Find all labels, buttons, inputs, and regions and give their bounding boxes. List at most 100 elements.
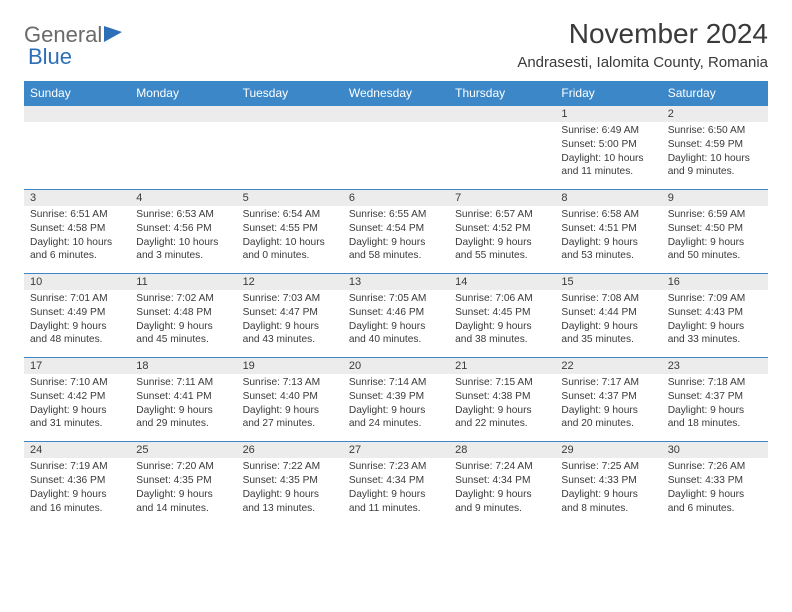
day-detail-cell: Sunrise: 7:20 AMSunset: 4:35 PMDaylight:… — [130, 458, 236, 525]
sunset-text: Sunset: 4:47 PM — [243, 306, 337, 320]
day-number-row: 12 — [24, 106, 768, 123]
sunrise-text: Sunrise: 7:05 AM — [349, 292, 443, 306]
sunrise-text: Sunrise: 6:59 AM — [668, 208, 762, 222]
sunrise-text: Sunrise: 7:06 AM — [455, 292, 549, 306]
daylight-text-2: and 38 minutes. — [455, 333, 549, 347]
day-number-cell — [24, 106, 130, 123]
day-detail-cell — [130, 122, 236, 190]
day-number-cell — [130, 106, 236, 123]
sunset-text: Sunset: 4:50 PM — [668, 222, 762, 236]
daylight-text: Daylight: 10 hours — [243, 236, 337, 250]
day-detail-cell: Sunrise: 6:59 AMSunset: 4:50 PMDaylight:… — [662, 206, 768, 274]
sunset-text: Sunset: 4:55 PM — [243, 222, 337, 236]
daylight-text-2: and 9 minutes. — [455, 502, 549, 516]
sunset-text: Sunset: 4:48 PM — [136, 306, 230, 320]
daylight-text-2: and 16 minutes. — [30, 502, 124, 516]
day-detail-cell: Sunrise: 7:24 AMSunset: 4:34 PMDaylight:… — [449, 458, 555, 525]
daylight-text: Daylight: 9 hours — [668, 320, 762, 334]
sunset-text: Sunset: 4:56 PM — [136, 222, 230, 236]
daylight-text-2: and 11 minutes. — [349, 502, 443, 516]
day-detail-cell: Sunrise: 7:05 AMSunset: 4:46 PMDaylight:… — [343, 290, 449, 358]
daylight-text-2: and 0 minutes. — [243, 249, 337, 263]
day-number-cell: 6 — [343, 190, 449, 207]
daylight-text: Daylight: 9 hours — [561, 488, 655, 502]
sunset-text: Sunset: 4:49 PM — [30, 306, 124, 320]
day-detail-cell: Sunrise: 7:19 AMSunset: 4:36 PMDaylight:… — [24, 458, 130, 525]
day-detail-cell: Sunrise: 6:53 AMSunset: 4:56 PMDaylight:… — [130, 206, 236, 274]
daylight-text: Daylight: 9 hours — [561, 320, 655, 334]
calendar-head: Sunday Monday Tuesday Wednesday Thursday… — [24, 81, 768, 106]
day-detail-cell: Sunrise: 6:57 AMSunset: 4:52 PMDaylight:… — [449, 206, 555, 274]
daylight-text-2: and 50 minutes. — [668, 249, 762, 263]
day-number-cell — [237, 106, 343, 123]
sunrise-text: Sunrise: 6:53 AM — [136, 208, 230, 222]
day-detail-cell: Sunrise: 7:17 AMSunset: 4:37 PMDaylight:… — [555, 374, 661, 442]
day-number-cell: 26 — [237, 442, 343, 459]
location-text: Andrasesti, Ialomita County, Romania — [517, 54, 768, 71]
day-number-cell: 30 — [662, 442, 768, 459]
daylight-text-2: and 8 minutes. — [561, 502, 655, 516]
sunset-text: Sunset: 4:40 PM — [243, 390, 337, 404]
sunrise-text: Sunrise: 6:57 AM — [455, 208, 549, 222]
daylight-text-2: and 22 minutes. — [455, 417, 549, 431]
day-number-cell: 12 — [237, 274, 343, 291]
day-detail-cell: Sunrise: 7:02 AMSunset: 4:48 PMDaylight:… — [130, 290, 236, 358]
day-detail-cell: Sunrise: 6:49 AMSunset: 5:00 PMDaylight:… — [555, 122, 661, 190]
daylight-text: Daylight: 9 hours — [136, 404, 230, 418]
day-number-cell: 2 — [662, 106, 768, 123]
day-number-cell: 21 — [449, 358, 555, 375]
sunset-text: Sunset: 4:39 PM — [349, 390, 443, 404]
day-detail-cell: Sunrise: 7:25 AMSunset: 4:33 PMDaylight:… — [555, 458, 661, 525]
day-number-cell: 14 — [449, 274, 555, 291]
day-number-cell: 19 — [237, 358, 343, 375]
daylight-text-2: and 6 minutes. — [668, 502, 762, 516]
sunrise-text: Sunrise: 6:55 AM — [349, 208, 443, 222]
daylight-text-2: and 20 minutes. — [561, 417, 655, 431]
calendar-page: General November 2024 Andrasesti, Ialomi… — [0, 0, 792, 537]
calendar-table: Sunday Monday Tuesday Wednesday Thursday… — [24, 81, 768, 525]
day-number-row: 10111213141516 — [24, 274, 768, 291]
day-number-cell: 18 — [130, 358, 236, 375]
day-detail-cell: Sunrise: 7:06 AMSunset: 4:45 PMDaylight:… — [449, 290, 555, 358]
sunset-text: Sunset: 4:44 PM — [561, 306, 655, 320]
weekday-header: Wednesday — [343, 81, 449, 106]
sunset-text: Sunset: 4:41 PM — [136, 390, 230, 404]
sunrise-text: Sunrise: 7:13 AM — [243, 376, 337, 390]
sunset-text: Sunset: 4:59 PM — [668, 138, 762, 152]
sunset-text: Sunset: 5:00 PM — [561, 138, 655, 152]
sunrise-text: Sunrise: 7:01 AM — [30, 292, 124, 306]
day-detail-cell — [237, 122, 343, 190]
sunrise-text: Sunrise: 6:58 AM — [561, 208, 655, 222]
daylight-text-2: and 6 minutes. — [30, 249, 124, 263]
day-number-row: 24252627282930 — [24, 442, 768, 459]
day-number-cell: 11 — [130, 274, 236, 291]
day-number-cell: 3 — [24, 190, 130, 207]
sunrise-text: Sunrise: 7:03 AM — [243, 292, 337, 306]
calendar-body: 12 Sunrise: 6:49 AMSunset: 5:00 PMDaylig… — [24, 106, 768, 526]
daylight-text: Daylight: 9 hours — [668, 488, 762, 502]
sunrise-text: Sunrise: 7:14 AM — [349, 376, 443, 390]
sunset-text: Sunset: 4:42 PM — [30, 390, 124, 404]
sunset-text: Sunset: 4:37 PM — [668, 390, 762, 404]
sunrise-text: Sunrise: 7:09 AM — [668, 292, 762, 306]
daylight-text: Daylight: 9 hours — [455, 404, 549, 418]
sunset-text: Sunset: 4:33 PM — [561, 474, 655, 488]
daylight-text-2: and 53 minutes. — [561, 249, 655, 263]
day-number-cell: 4 — [130, 190, 236, 207]
day-number-cell — [449, 106, 555, 123]
daylight-text: Daylight: 10 hours — [561, 152, 655, 166]
daylight-text: Daylight: 9 hours — [455, 236, 549, 250]
day-number-row: 17181920212223 — [24, 358, 768, 375]
day-detail-cell: Sunrise: 7:13 AMSunset: 4:40 PMDaylight:… — [237, 374, 343, 442]
daylight-text-2: and 14 minutes. — [136, 502, 230, 516]
sunset-text: Sunset: 4:52 PM — [455, 222, 549, 236]
daylight-text-2: and 27 minutes. — [243, 417, 337, 431]
daylight-text: Daylight: 9 hours — [136, 488, 230, 502]
day-number-cell: 13 — [343, 274, 449, 291]
weekday-header: Friday — [555, 81, 661, 106]
sunset-text: Sunset: 4:58 PM — [30, 222, 124, 236]
sunset-text: Sunset: 4:45 PM — [455, 306, 549, 320]
weekday-row: Sunday Monday Tuesday Wednesday Thursday… — [24, 81, 768, 106]
sunrise-text: Sunrise: 7:25 AM — [561, 460, 655, 474]
month-title: November 2024 — [517, 18, 768, 50]
